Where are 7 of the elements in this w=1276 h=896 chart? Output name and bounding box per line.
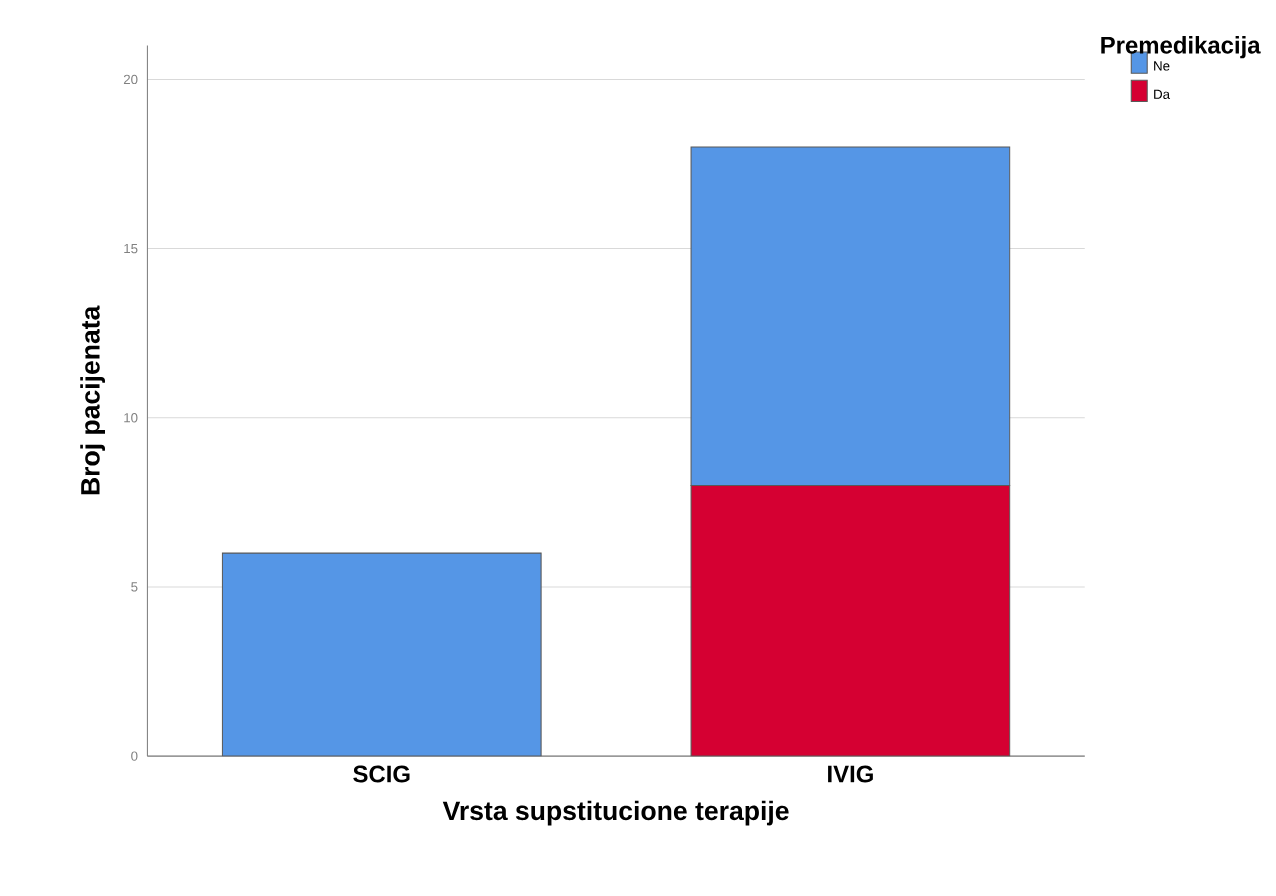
bar xyxy=(221,552,542,757)
legend-title: Premedikacija xyxy=(1101,36,1261,59)
y-axis-title: Broj pacijenata xyxy=(80,305,105,495)
x-tick-label: IVIG xyxy=(828,765,873,783)
bar xyxy=(690,146,1011,486)
x-tick-label: SCIG xyxy=(353,765,410,783)
x-axis-title: Vrsta supstitucione terapije xyxy=(442,800,789,826)
